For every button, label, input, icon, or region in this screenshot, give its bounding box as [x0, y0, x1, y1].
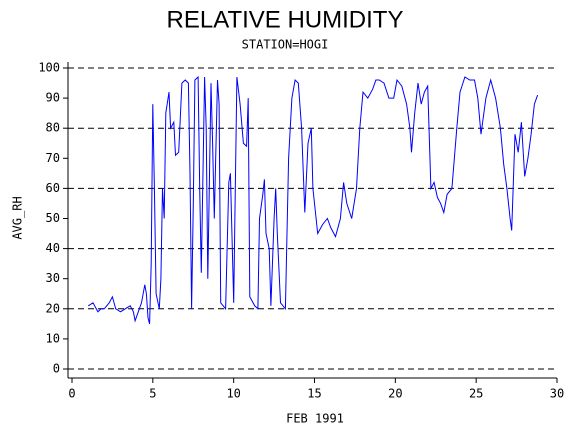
y-tick-label: 20 — [46, 301, 60, 315]
data-line — [87, 75, 539, 325]
chart-subtitle: STATION=HOGI — [242, 38, 329, 52]
y-tick-label: 0 — [53, 362, 60, 376]
y-axis-label: AVG_RH — [11, 196, 25, 239]
y-tick-label: 90 — [46, 91, 60, 105]
y-tick-label: 70 — [46, 151, 60, 165]
x-tick-label: 25 — [469, 387, 483, 401]
x-axis-label: FEB 1991 — [286, 412, 344, 426]
x-tick-label: 5 — [149, 387, 156, 401]
y-tick-label: 30 — [46, 271, 60, 285]
y-tick-label: 10 — [46, 331, 60, 345]
x-tick-label: 15 — [307, 387, 321, 401]
y-tick-label: 40 — [46, 241, 60, 255]
y-tick-label: 60 — [46, 181, 60, 195]
chart-title: RELATIVE HUMIDITY — [167, 6, 404, 33]
x-tick-label: 30 — [550, 387, 564, 401]
y-tick-label: 100 — [38, 61, 60, 75]
x-tick-label: 20 — [388, 387, 402, 401]
y-tick-label: 50 — [46, 211, 60, 225]
x-tick-label: 0 — [68, 387, 75, 401]
y-tick-label: 80 — [46, 121, 60, 135]
x-tick-label: 10 — [226, 387, 240, 401]
